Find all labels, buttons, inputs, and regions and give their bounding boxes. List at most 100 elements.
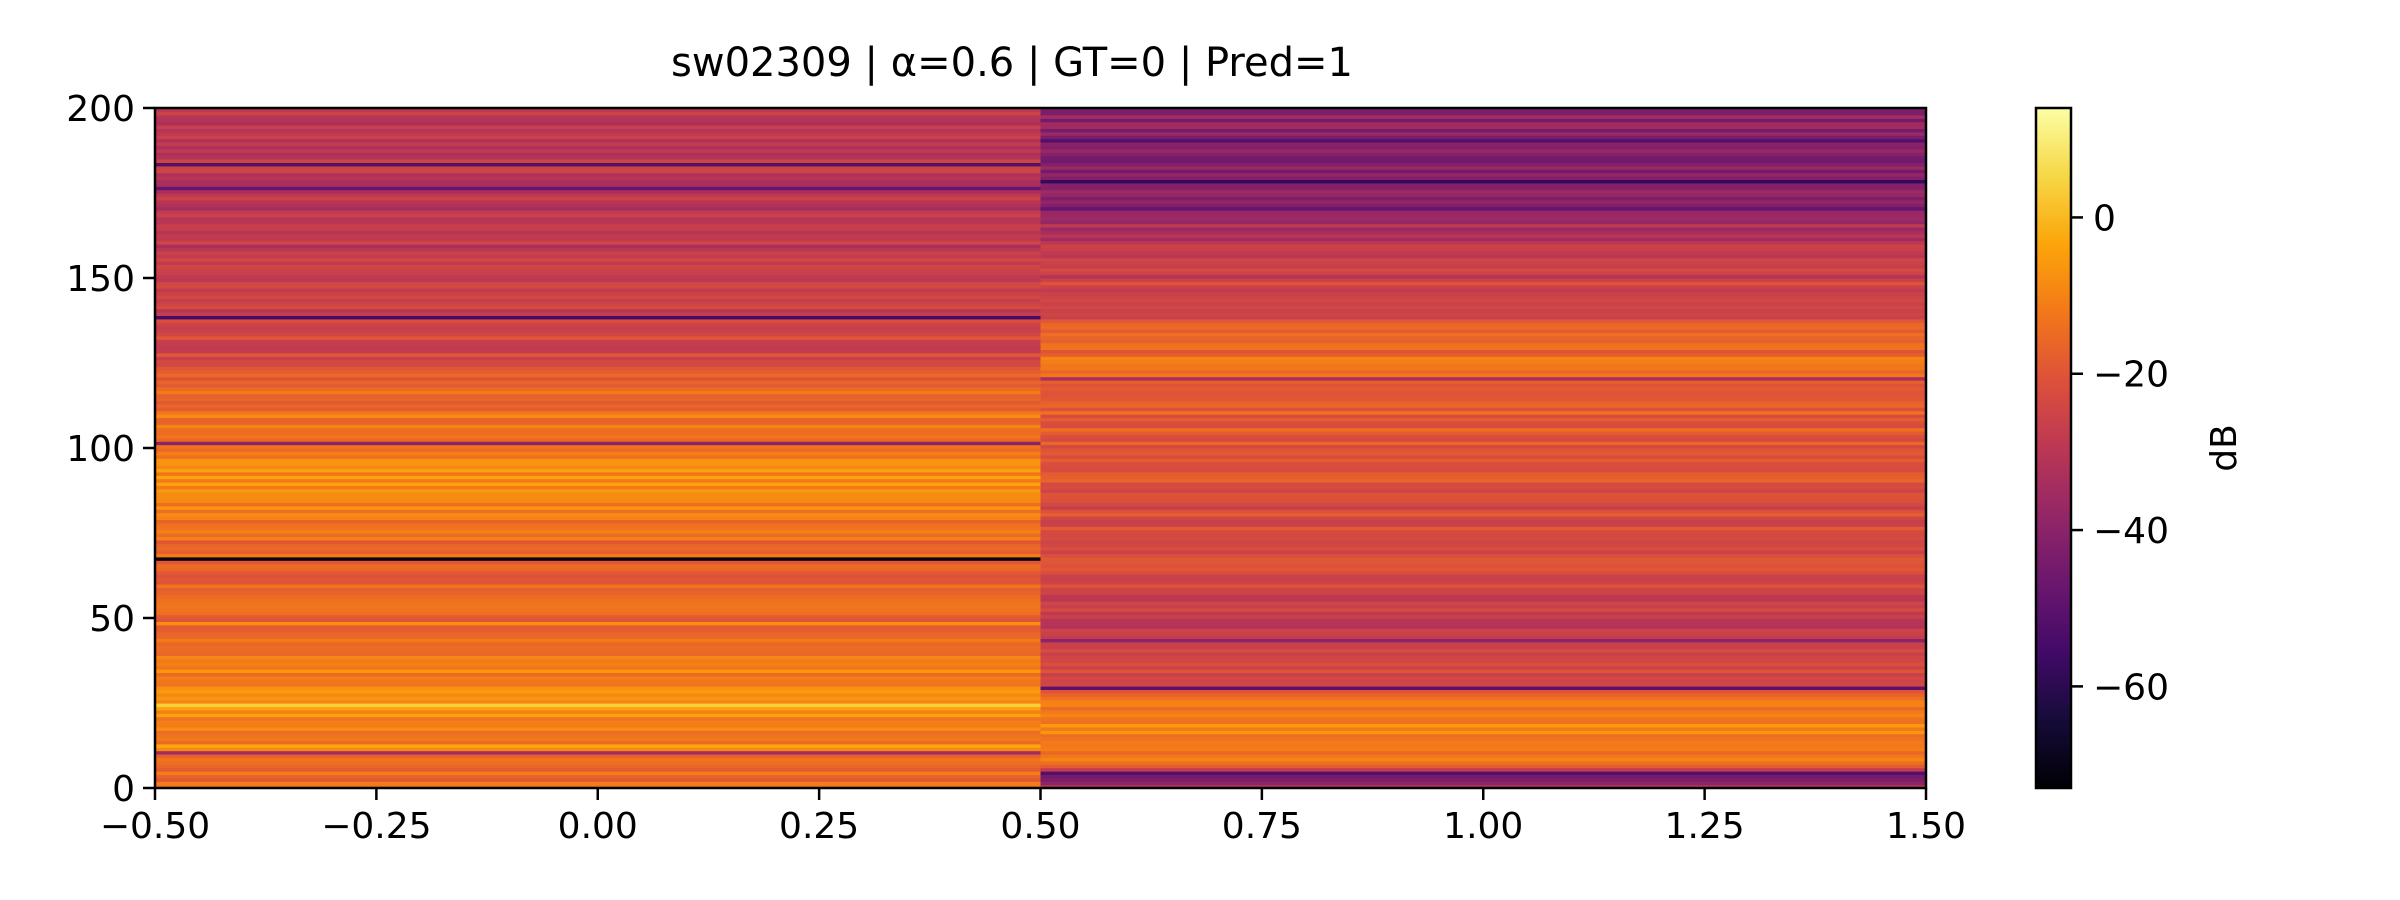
heatmap-cell [155, 376, 1041, 381]
heatmap-cell [155, 373, 1041, 378]
heatmap-cell [1040, 349, 1926, 354]
heatmap-cell [1040, 325, 1926, 330]
heatmap-cell [155, 584, 1041, 588]
heatmap-cell [1040, 298, 1926, 303]
heatmap-cell [1040, 223, 1926, 228]
heatmap-cell [155, 434, 1041, 439]
heatmap-cell [1040, 546, 1926, 551]
heatmap-cell [1040, 580, 1926, 585]
heatmap-cell [155, 618, 1041, 622]
heatmap-cell [155, 210, 1041, 214]
heatmap-cell [1040, 264, 1926, 269]
heatmap-cell [155, 492, 1041, 497]
heatmap-cell [155, 162, 1041, 167]
heatmap-cell [155, 267, 1041, 272]
heatmap-cell [155, 295, 1041, 299]
heatmap-cell [155, 689, 1041, 694]
heatmap-cell [155, 499, 1041, 503]
heatmap-cell [1040, 709, 1926, 714]
heatmap-cell [155, 550, 1041, 554]
heatmap-cell [1040, 757, 1926, 762]
heatmap-cell [155, 478, 1041, 483]
heatmap-cell [155, 349, 1041, 354]
y-tick-label: 0 [112, 769, 135, 810]
heatmap-cell [155, 329, 1041, 333]
heatmap-cell [155, 284, 1041, 289]
heatmap-cell [155, 305, 1041, 310]
heatmap-cell [1040, 611, 1926, 616]
heatmap-cell [155, 216, 1041, 221]
heatmap-cell [1040, 152, 1926, 157]
heatmap-cell [155, 301, 1041, 306]
heatmap-cell [1040, 509, 1926, 514]
heatmap-cell [155, 403, 1041, 408]
heatmap-cell [155, 516, 1041, 520]
heatmap-cell [1040, 216, 1926, 221]
heatmap-cell [1040, 750, 1926, 755]
heatmap-cell [155, 570, 1041, 575]
heatmap-cell [1040, 628, 1926, 633]
heatmap-cell [155, 757, 1041, 762]
heatmap-cell [1040, 675, 1926, 680]
heatmap-cell [1040, 420, 1926, 425]
heatmap-cell [155, 356, 1041, 361]
heatmap-cell [155, 400, 1041, 405]
heatmap-cell [155, 186, 1041, 191]
heatmap-cell [1040, 131, 1926, 136]
heatmap-cell [1040, 196, 1926, 201]
heatmap-cell [1040, 502, 1926, 507]
heatmap-cell [1040, 393, 1926, 398]
heatmap-cell [1040, 410, 1926, 415]
heatmap-cell [155, 155, 1041, 160]
heatmap-cell [1040, 703, 1926, 707]
heatmap-cell [155, 298, 1041, 303]
heatmap-cell [155, 539, 1041, 544]
heatmap-cell [155, 397, 1041, 401]
heatmap-cell [155, 601, 1041, 605]
heatmap-cell [1040, 288, 1926, 293]
heatmap-cell [155, 638, 1041, 643]
heatmap-cell [155, 699, 1041, 704]
heatmap-cell [155, 182, 1041, 187]
heatmap-cell [1040, 536, 1926, 541]
heatmap-cell [155, 706, 1041, 711]
heatmap-cell [155, 533, 1041, 537]
heatmap-cell [1040, 733, 1926, 738]
heatmap-cell [1040, 492, 1926, 497]
heatmap-cell [1040, 505, 1926, 510]
heatmap-cell [155, 169, 1041, 174]
heatmap-cell [1040, 284, 1926, 289]
heatmap-cell [1040, 760, 1926, 765]
heatmap-cell [155, 424, 1041, 429]
heatmap-cell [155, 635, 1041, 639]
heatmap-cell [1040, 519, 1926, 524]
heatmap-cell [155, 386, 1041, 391]
x-tick-label: 1.25 [1665, 806, 1745, 847]
heatmap-cell [155, 359, 1041, 364]
heatmap-cell [1040, 332, 1926, 337]
heatmap-cell [155, 291, 1041, 296]
heatmap-cell [155, 713, 1041, 718]
heatmap-cell [155, 730, 1041, 735]
heatmap-cell [155, 631, 1041, 636]
heatmap-cell [155, 339, 1041, 344]
heatmap-cell [155, 468, 1041, 473]
heatmap-cell [155, 737, 1041, 741]
heatmap-cell [1040, 730, 1926, 735]
heatmap-cell [1040, 203, 1926, 208]
heatmap-cell [1040, 444, 1926, 449]
heatmap-cell [1040, 631, 1926, 636]
heatmap-cell [155, 482, 1041, 486]
heatmap-cell [155, 485, 1041, 490]
colorbar-tick-label: −60 [2093, 667, 2169, 708]
heatmap-cell [1040, 383, 1926, 388]
heatmap-cell [1040, 692, 1926, 697]
heatmap-cell [155, 754, 1041, 758]
heatmap-cell [1040, 250, 1926, 255]
heatmap-cell [155, 138, 1041, 143]
heatmap-cell [1040, 397, 1926, 401]
heatmap-cell [1040, 390, 1926, 395]
heatmap-cell [155, 764, 1041, 769]
heatmap-cell [1040, 495, 1926, 500]
